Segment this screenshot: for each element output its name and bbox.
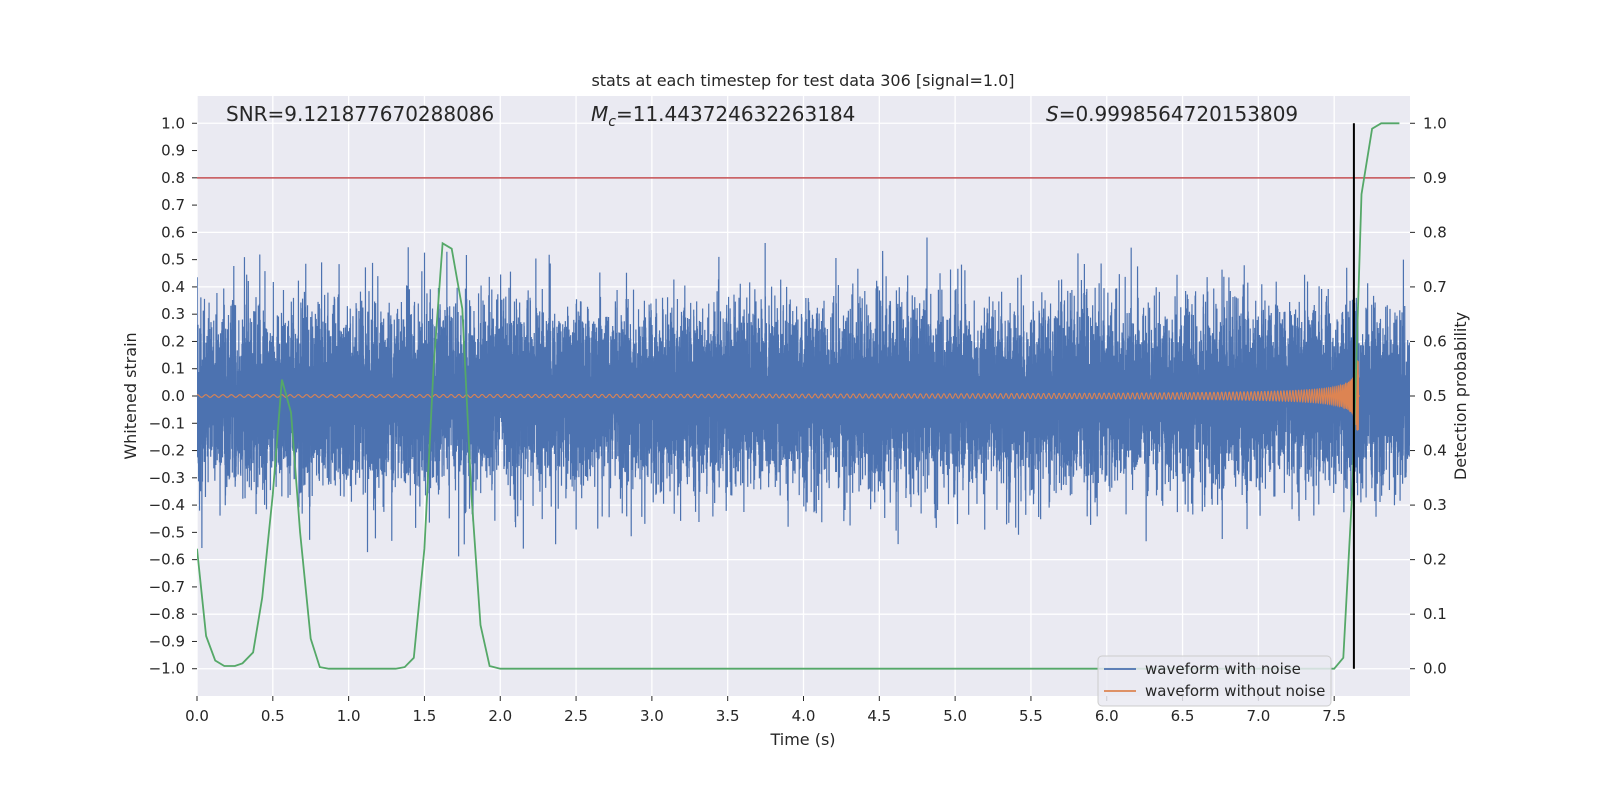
y2-tick-label: 0.1 bbox=[1423, 605, 1447, 623]
x-tick-label: 5.0 bbox=[943, 707, 967, 725]
y-tick-label: −0.6 bbox=[149, 551, 185, 569]
y2-axis-ticks: 1.0 0.9 0.8 0.7 0.6 0.5 0.4 0.3 0.2 0.1 0.0 bbox=[1410, 114, 1447, 678]
y-tick-label: 0.5 bbox=[161, 251, 185, 269]
y2-tick-label: 0.6 bbox=[1423, 332, 1447, 350]
y-tick-label: −0.3 bbox=[149, 469, 185, 487]
y-tick-label: −0.8 bbox=[149, 605, 185, 623]
legend-label-clean: waveform without noise bbox=[1145, 682, 1325, 700]
x-tick-label: 4.0 bbox=[792, 707, 816, 725]
y2-tick-label: 0.5 bbox=[1423, 387, 1447, 405]
y2-tick-label: 0.8 bbox=[1423, 223, 1447, 241]
series-waveform-without-noise bbox=[197, 360, 1360, 432]
score-annotation: S=0.9998564720153809 bbox=[1046, 102, 1298, 126]
y-tick-label: 0.4 bbox=[161, 278, 185, 296]
y-tick-label: 0.0 bbox=[161, 387, 185, 405]
y2-tick-label: 0.4 bbox=[1423, 442, 1447, 460]
x-tick-label: 1.0 bbox=[337, 707, 361, 725]
y-tick-label: 0.9 bbox=[161, 142, 185, 160]
y2-tick-label: 0.7 bbox=[1423, 278, 1447, 296]
x-tick-label: 1.5 bbox=[413, 707, 437, 725]
snr-annotation: SNR=9.121877670288086 bbox=[226, 102, 494, 126]
y-tick-label: −0.5 bbox=[149, 523, 185, 541]
score-value: =0.9998564720153809 bbox=[1059, 102, 1298, 126]
y2-tick-label: 0.0 bbox=[1423, 660, 1447, 678]
y2-tick-label: 0.3 bbox=[1423, 496, 1447, 514]
x-tick-label: 0.0 bbox=[185, 707, 209, 725]
y-tick-label: 1.0 bbox=[161, 114, 185, 132]
y-axis-label: Whitened strain bbox=[121, 332, 140, 459]
y-tick-label: −0.4 bbox=[149, 496, 185, 514]
y-tick-label: −0.1 bbox=[149, 414, 185, 432]
x-tick-label: 2.5 bbox=[564, 707, 588, 725]
chart-title: stats at each timestep for test data 306… bbox=[591, 71, 1014, 90]
y-tick-label: 0.1 bbox=[161, 360, 185, 378]
y-tick-label: 0.6 bbox=[161, 223, 185, 241]
x-tick-label: 0.5 bbox=[261, 707, 285, 725]
y-tick-label: −1.0 bbox=[149, 660, 185, 678]
y2-axis-label: Detection probability bbox=[1451, 312, 1470, 480]
x-tick-label: 3.5 bbox=[716, 707, 740, 725]
x-axis-ticks: 0.0 0.5 1.0 1.5 2.0 2.5 3.0 3.5 4.0 4.5 5.0 5.5 6.0 6… bbox=[185, 696, 1346, 725]
legend-box bbox=[1097, 655, 1332, 707]
y-axis-ticks: 1.0 0.9 0.8 0.7 0.6 0.5 0.4 0.3 0.2 0.1 0.0 −0.1 −0.… bbox=[149, 114, 197, 678]
x-tick-label: 6.5 bbox=[1171, 707, 1195, 725]
y2-tick-label: 1.0 bbox=[1423, 114, 1447, 132]
y-tick-label: −0.7 bbox=[149, 578, 185, 596]
y2-tick-label: 0.2 bbox=[1423, 551, 1447, 569]
x-tick-label: 4.5 bbox=[867, 707, 891, 725]
x-tick-label: 2.0 bbox=[488, 707, 512, 725]
chirp-mass-symbol: M bbox=[591, 102, 608, 126]
y-tick-label: −0.9 bbox=[149, 632, 185, 650]
chirp-mass-subscript: c bbox=[608, 114, 616, 130]
legend-label-noisy: waveform with noise bbox=[1145, 660, 1301, 678]
x-tick-label: 3.0 bbox=[640, 707, 664, 725]
x-axis-label: Time (s) bbox=[769, 730, 835, 749]
x-tick-label: 6.0 bbox=[1095, 707, 1119, 725]
x-tick-label: 7.5 bbox=[1322, 707, 1346, 725]
y-tick-label: 0.7 bbox=[161, 196, 185, 214]
x-tick-label: 7.0 bbox=[1246, 707, 1270, 725]
x-tick-label: 5.5 bbox=[1019, 707, 1043, 725]
y-tick-label: 0.8 bbox=[161, 169, 185, 187]
y-tick-label: 0.2 bbox=[161, 332, 185, 350]
series-waveform-with-noise bbox=[197, 237, 1410, 557]
y-tick-label: −0.2 bbox=[149, 442, 185, 460]
y2-tick-label: 0.9 bbox=[1423, 169, 1447, 187]
score-symbol: S bbox=[1046, 102, 1059, 126]
y-tick-label: 0.3 bbox=[161, 305, 185, 323]
chirp-mass-annotation: Mc=11.443724632263184 bbox=[591, 102, 855, 130]
chirp-mass-value: =11.443724632263184 bbox=[616, 102, 855, 126]
legend: waveform with noise waveform without noi… bbox=[1097, 655, 1332, 707]
